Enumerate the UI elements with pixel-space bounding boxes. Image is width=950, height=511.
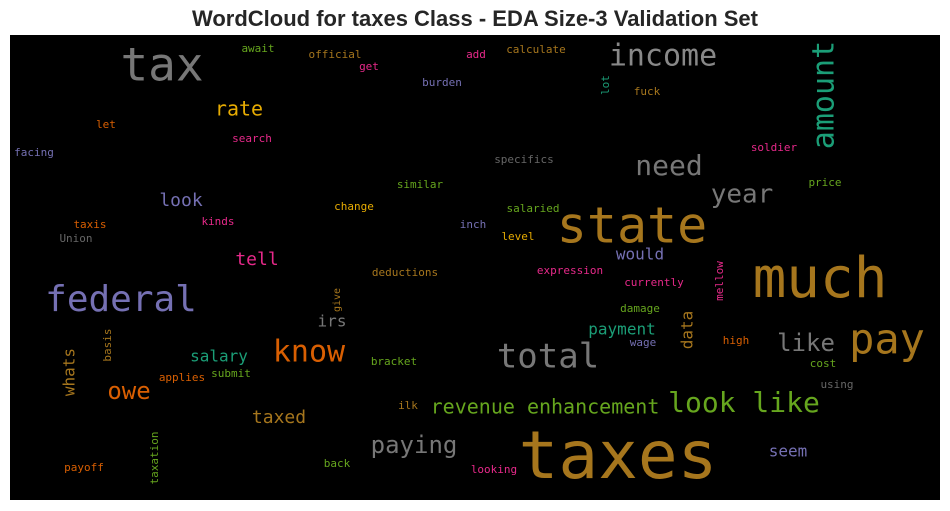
word: ilk <box>398 399 418 412</box>
word: need <box>635 149 702 182</box>
word: looking <box>471 463 517 476</box>
word: taxes <box>519 417 718 494</box>
word: year <box>711 180 774 210</box>
word: facing <box>14 146 54 159</box>
word: paying <box>371 431 458 459</box>
word: give <box>332 288 343 312</box>
word: high <box>723 334 750 347</box>
word: like <box>777 329 835 357</box>
word: await <box>241 42 274 55</box>
word: wage <box>630 336 657 349</box>
word: look <box>159 190 203 211</box>
word: damage <box>620 302 660 315</box>
word: federal <box>45 279 197 320</box>
word: official <box>309 48 362 61</box>
word: owe <box>107 377 150 405</box>
word: basis <box>101 328 114 361</box>
word: seem <box>769 442 808 461</box>
word: Union <box>59 232 92 245</box>
word: mellow <box>713 261 726 301</box>
word: fuck <box>634 85 661 98</box>
word: tax <box>120 38 203 92</box>
word: burden <box>422 76 462 89</box>
word: deductions <box>372 266 438 279</box>
word: would <box>616 245 664 264</box>
word: lot <box>599 75 612 95</box>
word: amount <box>807 41 842 149</box>
word: price <box>808 176 841 189</box>
word: cost <box>810 357 837 370</box>
word: inch <box>460 218 487 231</box>
word: let <box>96 118 116 131</box>
word: tell <box>235 249 278 270</box>
word: submit <box>211 367 251 380</box>
word: back <box>324 457 351 470</box>
cloud-background <box>10 35 940 500</box>
word: look like <box>668 386 820 419</box>
word: income <box>609 39 717 74</box>
word: soldier <box>751 141 798 154</box>
word: taxed <box>252 407 306 428</box>
word: taxation <box>148 432 161 485</box>
word: total <box>497 337 599 377</box>
word: expression <box>537 264 603 277</box>
chart-title: WordCloud for taxes Class - EDA Size-3 V… <box>192 6 759 31</box>
word: add <box>466 48 486 61</box>
word: get <box>359 60 379 73</box>
word: much <box>753 246 888 311</box>
word: kinds <box>201 215 234 228</box>
word: know <box>273 335 346 370</box>
word: change <box>334 200 374 213</box>
word: using <box>820 378 853 391</box>
word: revenue enhancement <box>431 395 660 419</box>
word: calculate <box>506 43 566 56</box>
word: taxis <box>73 218 106 231</box>
word: currently <box>624 276 684 289</box>
word: whats <box>60 348 79 396</box>
word: salary <box>190 347 248 366</box>
word: pay <box>849 315 925 364</box>
word: rate <box>215 97 263 121</box>
word: specifics <box>494 153 554 166</box>
word: payoff <box>64 461 104 474</box>
word: level <box>501 230 534 243</box>
word: applies <box>159 371 205 384</box>
word: irs <box>318 312 347 331</box>
word: data <box>678 311 697 350</box>
word: payment <box>588 320 655 339</box>
word: bracket <box>371 355 417 368</box>
word: search <box>232 132 272 145</box>
word: state <box>557 197 708 255</box>
word: salaried <box>507 202 560 215</box>
word: similar <box>397 178 444 191</box>
